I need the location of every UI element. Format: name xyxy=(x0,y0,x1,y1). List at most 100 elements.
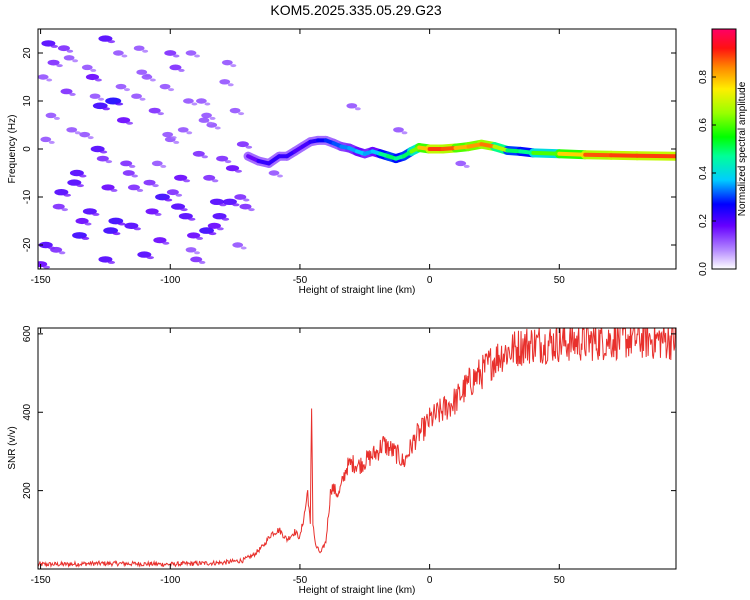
spectrogram-blob xyxy=(38,74,49,80)
spectrogram-blob xyxy=(46,78,53,82)
spectrogram-blob xyxy=(57,45,70,52)
spectrogram-blob xyxy=(238,112,245,116)
colorbar: 0.0 0.2 0.4 0.6 0.8 Normalized spectral ampl… xyxy=(698,28,748,276)
spectrogram-blob xyxy=(209,116,216,120)
spectrogram-blob xyxy=(110,188,118,192)
spectrogram-blob xyxy=(201,112,212,119)
spectrogram-blob xyxy=(69,169,84,177)
spectrogram-x-tick-label: -150 xyxy=(31,275,51,286)
ridge-segment xyxy=(557,151,588,157)
spectrogram-blob xyxy=(159,83,171,90)
spectrogram-blob xyxy=(151,160,163,167)
snr-panel: -150 -100 -50 0 50 200 400 600 Height of strai… xyxy=(7,325,677,596)
spectrogram-blob xyxy=(463,164,470,168)
spectrogram-blob xyxy=(126,121,134,125)
spectrogram-blob xyxy=(54,116,60,120)
spectrogram-blob xyxy=(127,184,140,191)
spectrogram-blob xyxy=(190,256,203,263)
spectrogram-blob xyxy=(221,217,230,221)
spectrogram-blob xyxy=(178,213,193,220)
spectrogram-blob xyxy=(84,222,92,226)
spectrogram-x-tick-label: -100 xyxy=(160,275,180,286)
spectrogram-blob xyxy=(153,237,167,244)
ridge-segment xyxy=(440,146,458,151)
snr-series-line xyxy=(38,328,676,569)
spectrogram-blob xyxy=(89,93,101,99)
spectrogram-blob xyxy=(95,78,102,82)
spectrogram-blob xyxy=(103,227,119,234)
spectrogram-blob xyxy=(81,236,90,240)
spectrogram-blob xyxy=(101,184,115,191)
spectrogram-x-ticks: -150 -100 -50 0 50 xyxy=(31,29,566,286)
ridge-segment xyxy=(492,144,510,153)
spectrogram-blob xyxy=(224,160,232,164)
spectrogram-blob xyxy=(196,236,204,240)
snr-x-tick-label: 0 xyxy=(427,575,433,586)
spectrogram-blob xyxy=(232,242,244,248)
spectrogram-blob xyxy=(221,59,233,66)
spectrogram-blob xyxy=(47,59,60,66)
spectrogram-blob xyxy=(75,217,89,225)
spectrogram-blob xyxy=(131,174,138,178)
spectrogram-blob xyxy=(100,150,108,154)
spectrogram-y-tick-label: 0 xyxy=(22,146,33,152)
snr-x-label: Height of straight line (km) xyxy=(299,585,416,596)
spectrogram-blob xyxy=(240,246,247,250)
spectrogram-blob xyxy=(96,155,109,162)
spectrogram-blob xyxy=(60,88,73,95)
spectrogram-blob xyxy=(207,222,221,229)
spectrogram-blob xyxy=(107,260,116,264)
spectrogram-blob xyxy=(133,45,145,51)
ridge-segment xyxy=(518,149,536,155)
spectrogram-x-tick-label: 50 xyxy=(554,275,566,286)
snr-x-ticks: -150 -100 -50 0 50 xyxy=(31,328,565,586)
ridge-segment xyxy=(466,142,484,149)
spectrogram-blob xyxy=(136,69,148,75)
spectrogram-y-tick-label: -20 xyxy=(22,237,33,252)
colorbar-gradient xyxy=(711,28,737,270)
colorbar-ticks: 0.0 0.2 0.4 0.6 0.8 xyxy=(698,70,716,276)
colorbar-tick-label: 0.2 xyxy=(698,214,709,228)
spectrogram-blob xyxy=(90,145,105,153)
spectrogram-blob xyxy=(61,208,68,212)
spectrogram-blob xyxy=(188,217,196,221)
spectrogram-blob xyxy=(148,107,161,114)
spectrogram-blob xyxy=(116,117,131,124)
spectrogram-blob xyxy=(170,136,177,140)
spectrogram-blob xyxy=(124,88,130,92)
spectrogram-blob xyxy=(199,260,206,264)
spectrogram-blob xyxy=(162,131,174,138)
spectrogram-blob xyxy=(393,127,404,133)
spectrogram-blob xyxy=(122,170,135,176)
spectrogram-blob xyxy=(239,203,252,210)
spectrogram-blob xyxy=(142,49,149,53)
spectrogram-blob xyxy=(79,131,91,138)
spectrogram-y-label: Frequency (Hz) xyxy=(7,115,18,184)
spectrogram-y-tick-label: 10 xyxy=(22,95,33,107)
spectrogram-blob xyxy=(346,103,358,109)
spectrogram-blob xyxy=(162,241,170,245)
spectrogram-blob xyxy=(92,102,108,110)
spectrogram-blob xyxy=(214,126,221,130)
colorbar-label: Normalized spectral amplitude xyxy=(737,81,748,216)
snr-y-tick-label: 200 xyxy=(22,482,33,499)
spectrogram-blob xyxy=(118,222,126,226)
spectrogram-blob xyxy=(63,193,71,197)
snr-y-label: SNR (v/v) xyxy=(7,426,18,469)
spectrogram-blob xyxy=(180,208,188,212)
spectrogram-blob xyxy=(173,54,180,58)
spectrogram-blobs xyxy=(38,35,470,269)
spectrogram-blob xyxy=(160,164,167,168)
spectrogram-blob xyxy=(232,203,240,207)
spectrogram-x-tick-label: -50 xyxy=(293,275,308,286)
spectrogram-blob xyxy=(194,54,200,58)
spectrogram-blob xyxy=(131,93,142,99)
spectrogram-blob xyxy=(102,107,111,111)
spectrogram-blob xyxy=(211,179,219,183)
spectrogram-blob xyxy=(225,165,240,172)
spectrogram-blob xyxy=(222,198,237,205)
spectrogram-blob xyxy=(79,174,87,178)
spectrogram-blob xyxy=(164,198,173,202)
snr-x-tick-label: -150 xyxy=(31,575,51,586)
spectrogram-blob xyxy=(229,107,241,114)
